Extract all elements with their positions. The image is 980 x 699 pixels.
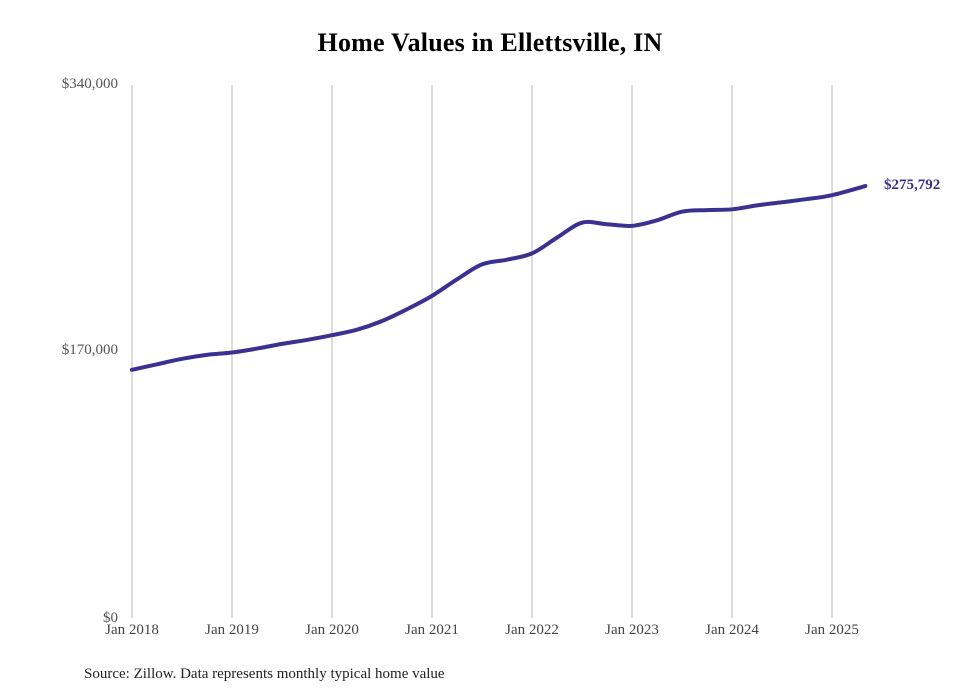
x-axis-tick-jan-2021: Jan 2021 — [405, 622, 459, 638]
gridlines — [131, 85, 833, 618]
x-axis-tick-jan-2020: Jan 2020 — [305, 622, 359, 638]
end-value-annotation: $275,792 — [884, 177, 941, 194]
x-axis-tick-jan-2024: Jan 2024 — [705, 622, 759, 638]
y-axis-tick-label: $170,000 — [61, 342, 118, 358]
x-axis-tick-jan-2019: Jan 2019 — [205, 622, 259, 638]
chart-title: Home Values in Ellettsville, IN — [317, 28, 663, 57]
data-line-typical-home-value — [130, 184, 868, 372]
source-note: Source: Zillow. Data represents monthly … — [84, 666, 445, 682]
y-axis-tick-label: $340,000 — [61, 76, 118, 92]
x-axis-tick-jan-2025: Jan 2025 — [805, 622, 859, 638]
x-axis-tick-jan-2018: Jan 2018 — [105, 622, 159, 638]
x-axis-tick-jan-2023: Jan 2023 — [605, 622, 659, 638]
x-axis-tick-jan-2022: Jan 2022 — [505, 622, 559, 638]
y-axis-tick-label: $0 — [103, 610, 118, 626]
